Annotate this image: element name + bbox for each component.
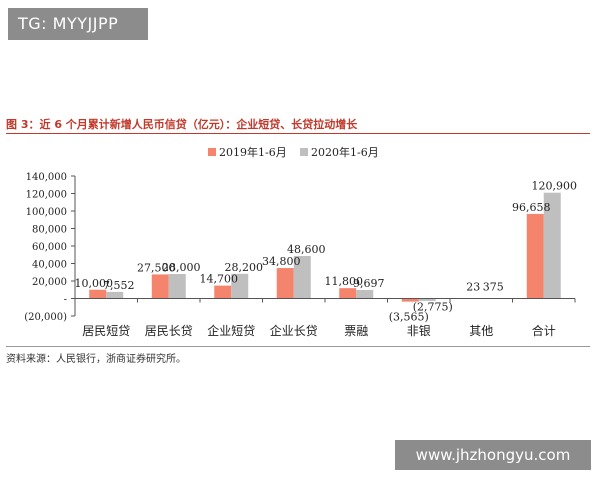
bar (106, 291, 124, 299)
y-axis: 140,000 120,000 100,000 80,000 60,000 40,000 2… (24, 172, 76, 323)
data-label: (3,565) (389, 311, 429, 324)
source-divider (6, 346, 590, 347)
bars-group (89, 192, 561, 302)
x-tick-label: 居民短贷 (82, 324, 130, 338)
watermark-bottom: www.jhzhongyu.com (395, 440, 591, 470)
data-label: 7,552 (103, 279, 135, 292)
data-label: 28,200 (225, 261, 264, 274)
bar (151, 274, 169, 299)
data-label: 9,697 (353, 277, 385, 290)
y-tick-label: 60,000 (32, 242, 67, 253)
bar (276, 268, 294, 299)
legend-label: 2020年1-6月 (311, 145, 379, 159)
figure-title: 图 3：近 6 个月累计新增人民币信贷（亿元）：企业短贷、长贷拉动增长 (6, 118, 358, 131)
y-tick-label: 20,000 (32, 277, 67, 288)
data-label: 14,700 (200, 273, 239, 286)
bar (401, 298, 419, 302)
bar (214, 285, 232, 299)
data-label: 10,000 (75, 277, 114, 290)
data-label: 375 (483, 281, 504, 294)
bar (526, 213, 544, 299)
bar (231, 273, 249, 299)
x-tick-label: 企业长贷 (270, 323, 318, 338)
data-label: (2,775) (413, 301, 453, 314)
bar (89, 289, 107, 299)
bar (418, 298, 436, 301)
x-tick-label: 非银 (407, 324, 431, 338)
chart-legend: 2019年1-6月 2020年1-6月 (208, 145, 379, 159)
source-note: 资料来源：人民银行，浙商证券研究所。 (6, 354, 186, 365)
x-tick-label: 居民长贷 (145, 324, 193, 338)
bar (543, 192, 561, 299)
data-label: 120,900 (532, 180, 578, 193)
data-label: 28,000 (162, 261, 201, 274)
data-label: 34,800 (262, 255, 301, 268)
bar (168, 274, 186, 299)
data-label: 23 (466, 281, 480, 294)
title-divider (6, 133, 590, 134)
y-tick-label: 40,000 (32, 260, 67, 271)
x-tick-label: 合计 (532, 323, 556, 338)
legend-swatch (300, 148, 308, 156)
legend-label: 2019年1-6月 (219, 145, 287, 159)
y-tick-label: (20,000) (24, 312, 67, 323)
y-tick-label: 140,000 (26, 172, 67, 183)
bar (293, 255, 311, 299)
x-tick-label: 票融 (344, 324, 368, 338)
bar (356, 290, 374, 299)
data-label: 48,600 (287, 243, 326, 256)
data-label: 11,800 (325, 275, 364, 288)
x-tick-label: 其他 (469, 324, 493, 338)
y-tick-label: 100,000 (26, 207, 67, 218)
y-tick-label: 80,000 (32, 225, 67, 236)
watermark-top: TG: MYYJJPP (8, 8, 148, 40)
x-tick-label: 企业短贷 (207, 323, 255, 338)
y-tick-label: 120,000 (26, 190, 67, 201)
bar (339, 288, 357, 299)
legend-swatch (208, 148, 216, 156)
y-tick-label: - (64, 295, 67, 306)
bar-chart: 2019年1-6月 2020年1-6月 140,000 120,000 100,000… (24, 145, 578, 338)
x-axis: 居民短贷 居民长贷 企业短贷 企业长贷 票融 非银 其他 合计 (74, 298, 576, 338)
data-label: 96,658 (512, 201, 551, 214)
data-label: 27,500 (137, 261, 176, 274)
